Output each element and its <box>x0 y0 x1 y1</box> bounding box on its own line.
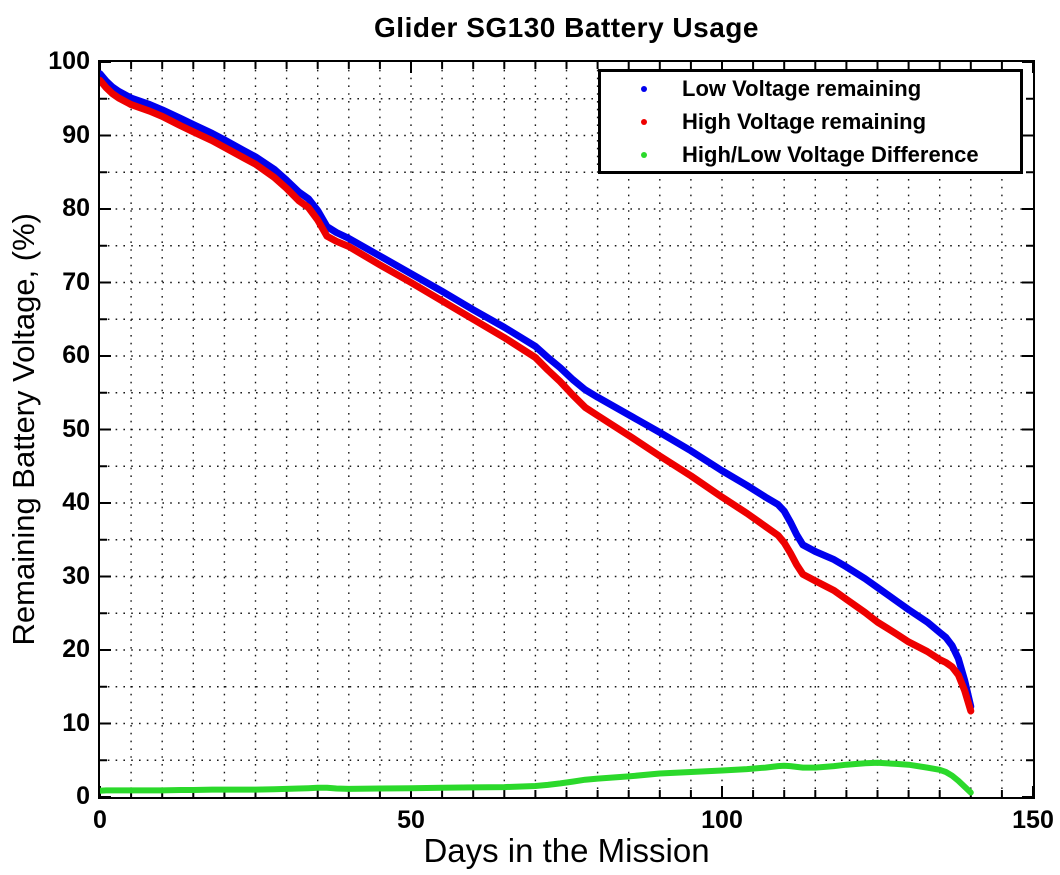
x-tick-label: 50 <box>397 806 425 834</box>
y-tick-label: 90 <box>62 120 90 149</box>
legend-entry-2: High/Low Voltage Difference <box>601 138 1020 171</box>
y-tick-label: 0 <box>76 782 90 810</box>
y-tick-label: 40 <box>62 488 90 516</box>
legend-entry-label: High/Low Voltage Difference <box>682 141 979 167</box>
y-tick-label: 60 <box>62 341 90 369</box>
legend-marker-dot-icon <box>641 85 647 92</box>
legend-marker-dot-icon <box>641 151 647 158</box>
x-tick-label: 150 <box>1012 806 1054 834</box>
y-tick-label: 10 <box>62 708 90 737</box>
x-tick-label: 100 <box>701 806 743 834</box>
y-tick-label: 100 <box>48 47 90 75</box>
plot-area <box>98 60 1035 799</box>
plot-canvas <box>100 62 1033 797</box>
legend: Low Voltage remaining High Voltage remain… <box>598 69 1023 174</box>
legend-marker-dot-icon <box>641 118 647 125</box>
x-axis-label: Days in the Mission <box>423 832 710 869</box>
legend-entry-label: Low Voltage remaining <box>682 75 922 101</box>
series-1 <box>100 76 975 715</box>
y-tick-label: 30 <box>62 561 90 590</box>
series-2 <box>100 759 974 796</box>
legend-entry-label: High Voltage remaining <box>682 108 927 134</box>
y-tick-label: 50 <box>62 414 90 443</box>
y-tick-label: 70 <box>62 267 90 296</box>
chart-title: Glider SG130 Battery Usage <box>374 12 759 43</box>
legend-entry-1: High Voltage remaining <box>601 105 1020 138</box>
legend-entry-0: Low Voltage remaining <box>601 72 1020 105</box>
series-0 <box>100 70 975 711</box>
y-tick-label: 20 <box>62 635 90 663</box>
x-tick-label: 0 <box>93 806 107 834</box>
y-tick-label: 80 <box>62 194 90 222</box>
